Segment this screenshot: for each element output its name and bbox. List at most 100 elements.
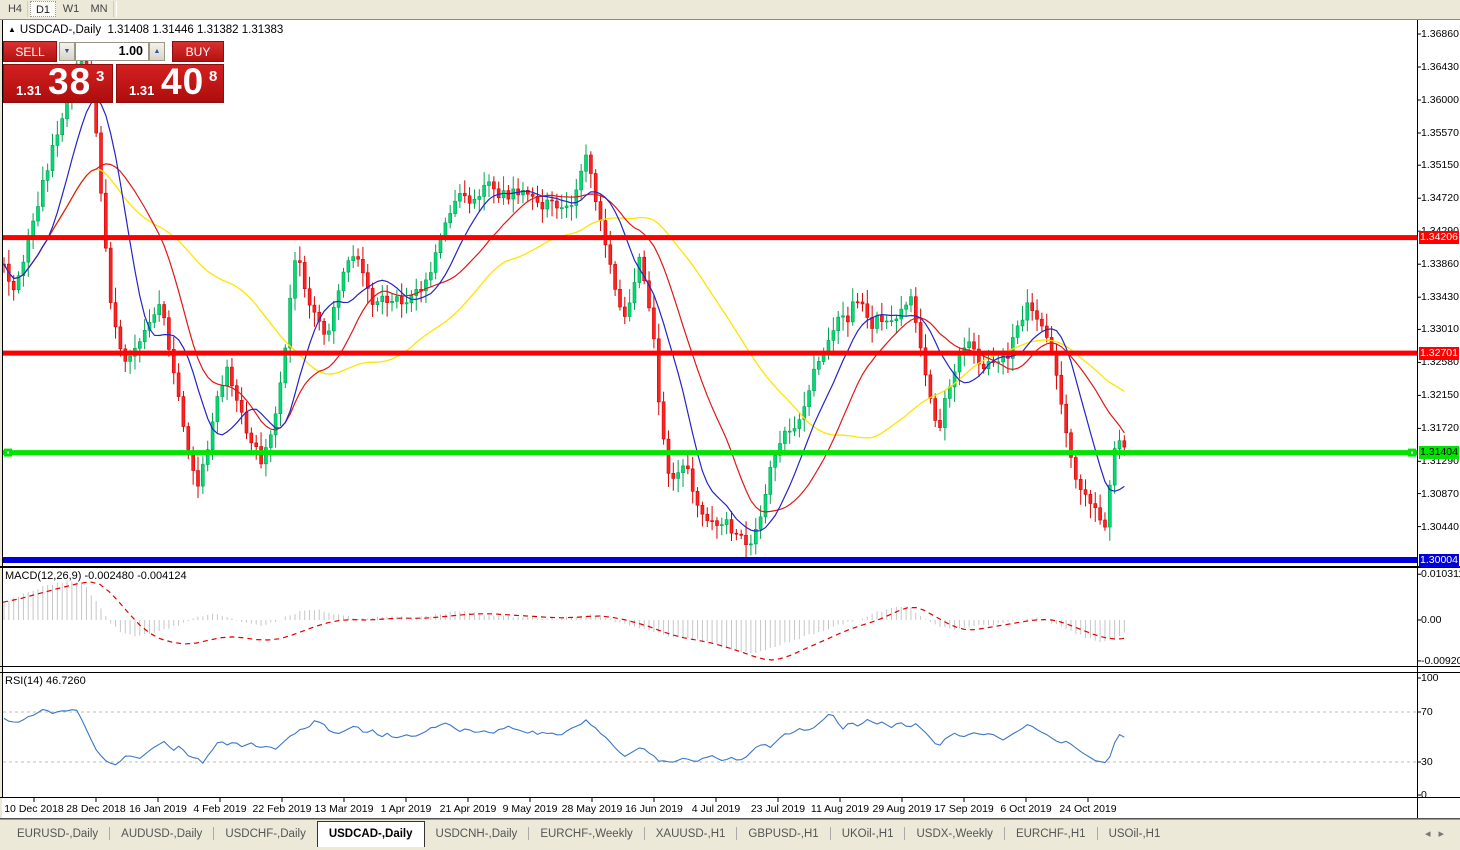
timeframe-button-mn[interactable]: MN [90, 3, 108, 15]
price-level-label: 1.34206 [1419, 231, 1459, 244]
date-axis-label: 22 Feb 2019 [252, 803, 312, 815]
date-axis-label: 21 Apr 2019 [439, 803, 497, 815]
price-axis-tick-label: 1.32150 [1421, 389, 1459, 401]
macd-axis-tick-label: 0.00 [1421, 614, 1442, 626]
trade-panel-quote-row: 1.31 38 3 1.31 40 8 [3, 61, 224, 103]
date-axis-label: 17 Sep 2019 [934, 803, 994, 815]
date-axis-label: 4 Feb 2019 [193, 803, 247, 815]
price-axis-tick-label: 1.36860 [1421, 28, 1459, 40]
toolbar-divider [0, 19, 1460, 20]
chart-tab-bar: EURUSD-,Daily AUDUSD-,Daily USDCHF-,Daily U… [0, 819, 1460, 850]
rsi-indicator-label: RSI(14) 46.7260 [5, 675, 86, 687]
date-axis-label: 4 Jul 2019 [691, 803, 741, 815]
date-axis-label: 11 Aug 2019 [810, 803, 870, 815]
sell-quote-button[interactable]: 1.31 38 3 [3, 61, 113, 103]
volume-decrease-button[interactable]: ▼ [59, 42, 75, 61]
date-axis-label: 23 Jul 2019 [750, 803, 806, 815]
tab-scroll-right-icon[interactable]: ▸ [1438, 828, 1452, 840]
macd-splitter-top[interactable] [0, 666, 1460, 667]
price-axis-tick-label: 1.35570 [1421, 127, 1459, 139]
price-scale-border [1417, 20, 1418, 818]
buy-button[interactable]: BUY [172, 41, 224, 62]
timeframe-toolbar: H4 D1 W1 MN [0, 0, 1460, 19]
price-axis-tick-label: 1.35150 [1421, 159, 1459, 171]
price-axis-tick-label: 1.36000 [1421, 94, 1459, 106]
price-axis-tick-label: 1.31720 [1421, 422, 1459, 434]
chart-background [2, 20, 1417, 818]
chart-tab-ukoil-h1[interactable]: UKOil-,H1 [841, 827, 894, 840]
chart-tab-eurchf-weekly[interactable]: EURCHF-,Weekly [540, 827, 633, 840]
date-axis-label: 16 Jun 2019 [625, 803, 683, 815]
tab-separator [1096, 827, 1098, 840]
timeframe-button-h4[interactable]: H4 [7, 3, 23, 15]
buy-price-big: 40 [161, 61, 205, 102]
chart-tab-audusd-daily[interactable]: AUDUSD-,Daily [121, 827, 203, 840]
collapse-arrow-icon[interactable]: ▲ [8, 25, 16, 34]
date-axis-label: 10 Dec 2018 [4, 803, 64, 815]
date-axis-label: 13 Mar 2019 [314, 803, 374, 815]
buy-price-pip: 8 [209, 68, 218, 85]
price-level-label: 1.30004 [1419, 554, 1459, 567]
tab-separator [1003, 827, 1005, 840]
rsi-axis-tick-label: 30 [1421, 756, 1433, 768]
main-macd-splitter[interactable] [0, 566, 1460, 568]
date-axis-label: 9 May 2019 [502, 803, 558, 815]
rsi-axis-tick-label: 70 [1421, 706, 1433, 718]
price-level-label: 1.31404 [1419, 446, 1459, 459]
chart-tab-gbpusd-h1[interactable]: GBPUSD-,H1 [748, 827, 819, 840]
volume-increase-button[interactable]: ▲ [149, 42, 165, 61]
chart-tab-xauusd-h1[interactable]: XAUUSD-,H1 [655, 827, 726, 840]
chart-tab-usdcad-daily[interactable]: USDCAD-,Daily [316, 820, 425, 847]
price-axis-tick-label: 1.33860 [1421, 258, 1459, 270]
chart-tab-usdchf-daily[interactable]: USDCHF-,Daily [225, 827, 306, 840]
date-axis-label: 6 Oct 2019 [1000, 803, 1052, 815]
macd-indicator-label: MACD(12,26,9) -0.002480 -0.004124 [5, 570, 187, 582]
tab-scroll-arrows[interactable]: ◂▸ [1425, 827, 1452, 840]
toolbar-separator [113, 1, 117, 17]
date-axis-label: 24 Oct 2019 [1059, 803, 1117, 815]
price-axis-tick-label: 1.33430 [1421, 291, 1459, 303]
sell-price-prefix: 1.31 [16, 83, 42, 98]
chart-window-title: ▲ USDCAD-,Daily 1.31408 1.31446 1.31382 1… [8, 24, 283, 36]
macd-axis-tick-label: -0.009203 [1421, 655, 1460, 667]
price-level-label: 1.32701 [1419, 347, 1459, 360]
buy-price-prefix: 1.31 [129, 83, 155, 98]
macd-axis-tick-label: 0.010311 [1421, 568, 1460, 580]
date-axis-label: 29 Aug 2019 [872, 803, 932, 815]
chart-tab-usdx-weekly[interactable]: USDX-,Weekly [916, 827, 993, 840]
date-axis-label: 1 Apr 2019 [380, 803, 432, 815]
date-axis-label: 16 Jan 2019 [129, 803, 187, 815]
sell-price-big: 38 [48, 61, 92, 102]
rsi-bottom-border [0, 797, 1460, 798]
price-axis-tick-label: 1.34720 [1421, 192, 1459, 204]
tab-separator [528, 827, 530, 840]
buy-quote-button[interactable]: 1.31 40 8 [116, 61, 224, 103]
macd-rsi-splitter[interactable] [0, 672, 1460, 673]
timeframe-button-w1[interactable]: W1 [62, 3, 80, 15]
chart-tab-usdcnh-daily[interactable]: USDCNH-,Daily [435, 827, 518, 840]
price-scale-background [1418, 20, 1460, 818]
ohlc-values: 1.31408 1.31446 1.31382 1.31383 [107, 24, 284, 36]
timeframe-button-d1[interactable]: D1 [30, 1, 56, 17]
date-axis-strip [2, 798, 1417, 818]
price-axis-tick-label: 1.30440 [1421, 521, 1459, 533]
price-axis-tick-label: 1.33010 [1421, 323, 1459, 335]
date-axis-label: 28 May 2019 [561, 803, 623, 815]
tab-separator [829, 827, 831, 840]
chart-left-border [2, 20, 3, 818]
tab-scroll-left-icon[interactable]: ◂ [1424, 828, 1439, 840]
volume-input[interactable]: 1.00 [75, 42, 149, 61]
trade-panel-top-row: SELL ▼ 1.00 ▲ BUY [3, 41, 224, 62]
date-axis-label: 28 Dec 2018 [66, 803, 126, 815]
chart-tab-eurusd-daily[interactable]: EURUSD-,Daily [17, 827, 99, 840]
one-click-trade-panel: SELL ▼ 1.00 ▲ BUY 1.31 38 3 1.31 40 8 [3, 41, 224, 103]
rsi-axis-tick-label: 0 [1421, 789, 1427, 801]
chart-tab-usoil-h1[interactable]: USOil-,H1 [1108, 827, 1161, 840]
tab-separator [736, 827, 738, 840]
price-axis-tick-label: 1.30870 [1421, 488, 1459, 500]
tab-separator [213, 827, 215, 840]
symbol-label: USDCAD-,Daily [19, 24, 102, 36]
sell-button[interactable]: SELL [3, 41, 57, 62]
tab-separator [904, 827, 906, 840]
chart-tab-eurchf-h1[interactable]: EURCHF-,H1 [1015, 827, 1086, 840]
